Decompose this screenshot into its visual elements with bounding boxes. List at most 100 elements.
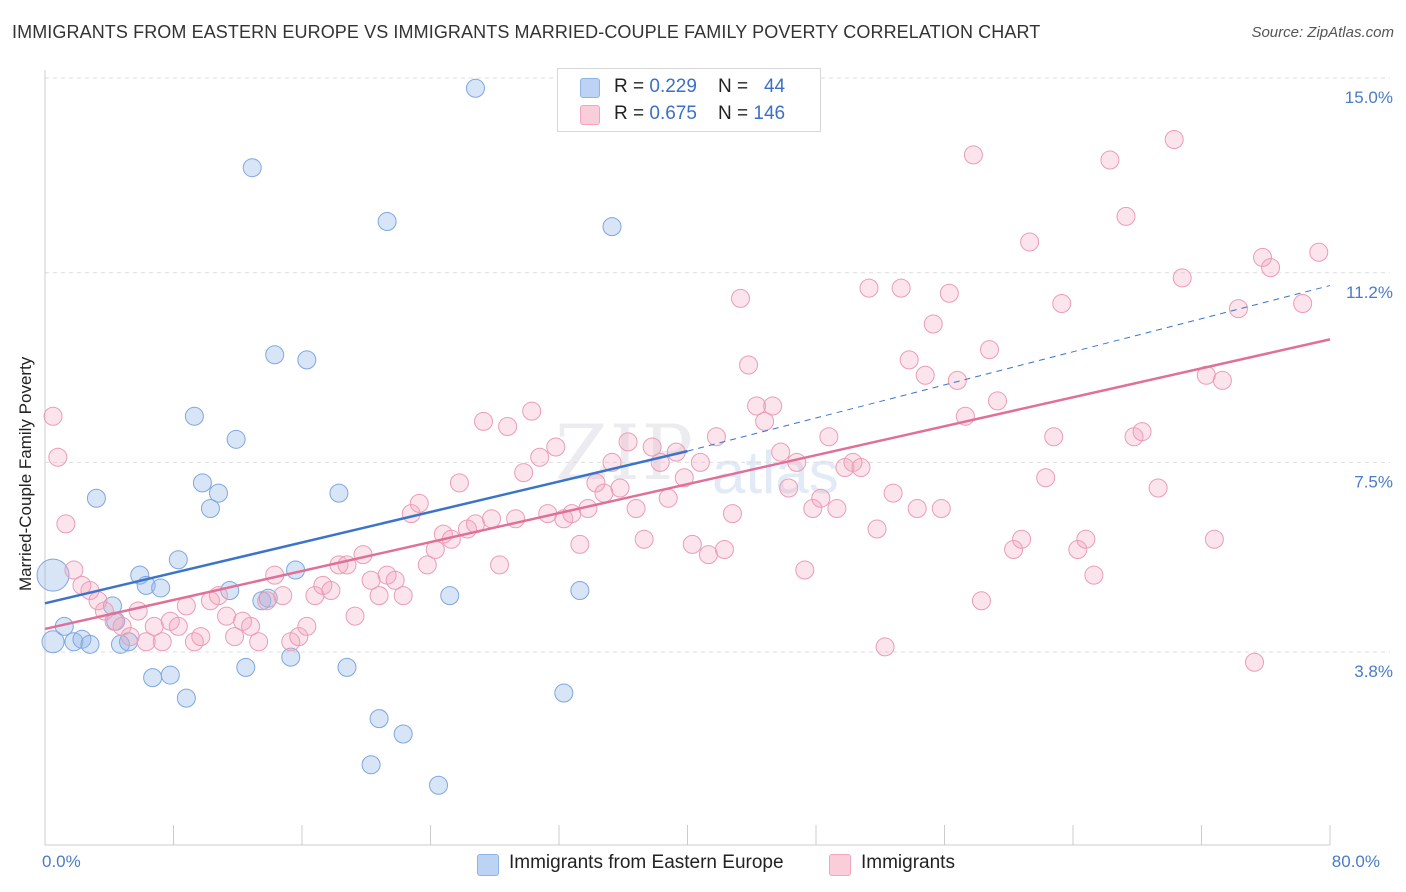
point-immigrants xyxy=(594,483,614,503)
point-immigrants xyxy=(241,616,261,636)
point-immigrants xyxy=(417,555,437,575)
point-immigrants xyxy=(1004,540,1024,559)
point-immigrants xyxy=(257,591,277,611)
point-eastern-europe xyxy=(465,78,485,98)
point-immigrants xyxy=(570,534,590,554)
point-immigrants xyxy=(249,632,269,652)
point-immigrants xyxy=(851,458,871,477)
point-immigrants xyxy=(1309,242,1329,262)
point-immigrants xyxy=(642,437,662,457)
point-immigrants xyxy=(867,519,887,539)
point-immigrants xyxy=(120,627,140,647)
point-immigrants xyxy=(947,370,967,390)
bottom-legend-swatch-blue xyxy=(477,854,499,876)
point-immigrants xyxy=(899,350,919,370)
point-immigrants xyxy=(779,478,799,498)
point-immigrants xyxy=(289,627,309,647)
x-tick-min: 0.0% xyxy=(42,852,81,871)
watermark-atlas: atlas xyxy=(712,439,839,506)
point-eastern-europe xyxy=(208,483,228,503)
legend-n-label: N = xyxy=(718,103,754,124)
point-immigrants xyxy=(706,427,726,447)
trend-eastern-europe-extension xyxy=(687,285,1331,452)
watermark-zip: ZIP xyxy=(555,408,695,497)
legend-r-value: 0.675 xyxy=(649,103,697,124)
point-immigrants xyxy=(819,427,839,447)
x-tick-max: 80.0% xyxy=(1331,852,1380,871)
point-immigrants xyxy=(1172,268,1192,288)
point-eastern-europe xyxy=(361,755,381,775)
point-eastern-europe xyxy=(176,688,196,708)
point-immigrants xyxy=(763,396,783,416)
point-immigrants xyxy=(1245,652,1265,672)
point-eastern-europe xyxy=(184,406,204,426)
point-immigrants xyxy=(859,278,879,298)
point-eastern-europe xyxy=(377,212,397,231)
point-immigrants xyxy=(345,606,365,626)
point-immigrants xyxy=(152,632,172,652)
point-eastern-europe xyxy=(151,578,171,598)
point-eastern-europe xyxy=(297,350,317,370)
bottom-legend-swatch-pink xyxy=(829,854,851,876)
legend-swatch-pink xyxy=(580,105,600,125)
point-immigrants xyxy=(698,545,718,565)
point-immigrants xyxy=(722,504,742,524)
legend-swatch-blue xyxy=(580,78,600,98)
y-axis-label: Married-Couple Family Poverty xyxy=(16,356,35,591)
point-immigrants xyxy=(755,411,775,431)
point-immigrants xyxy=(674,468,694,488)
point-immigrants xyxy=(803,499,823,518)
point-immigrants xyxy=(714,540,734,559)
point-immigrants xyxy=(1253,247,1273,267)
point-immigrants xyxy=(731,288,751,308)
point-immigrants xyxy=(634,529,654,549)
point-immigrants xyxy=(690,452,710,472)
point-immigrants xyxy=(795,560,815,580)
point-immigrants xyxy=(1036,468,1056,488)
point-immigrants xyxy=(1084,565,1104,585)
point-eastern-europe xyxy=(200,499,220,518)
point-immigrants xyxy=(1100,150,1120,170)
legend-r-value: 0.229 xyxy=(649,76,697,97)
point-immigrants xyxy=(979,340,999,360)
point-immigrants xyxy=(449,473,469,493)
y-tick-label: 15.0% xyxy=(1345,88,1393,107)
point-immigrants xyxy=(530,447,550,467)
point-immigrants xyxy=(827,499,847,518)
point-immigrants xyxy=(931,499,951,518)
point-immigrants xyxy=(907,499,927,518)
point-eastern-europe xyxy=(602,217,622,237)
point-immigrants xyxy=(1132,422,1152,442)
point-immigrants xyxy=(225,627,245,647)
point-immigrants xyxy=(112,616,132,636)
point-eastern-europe xyxy=(281,647,301,667)
point-immigrants xyxy=(1212,370,1232,390)
point-eastern-europe xyxy=(64,632,84,652)
point-immigrants xyxy=(658,488,678,508)
point-immigrants xyxy=(369,586,389,606)
point-immigrants xyxy=(1261,258,1281,278)
point-immigrants xyxy=(136,632,156,652)
point-immigrants xyxy=(1044,427,1064,447)
point-immigrants xyxy=(482,509,502,529)
point-immigrants xyxy=(1293,294,1313,313)
point-eastern-europe xyxy=(440,586,460,606)
point-immigrants xyxy=(963,145,983,165)
point-immigrants xyxy=(771,442,791,462)
point-immigrants xyxy=(546,437,566,457)
point-immigrants xyxy=(682,534,702,554)
point-immigrants xyxy=(1020,232,1040,252)
point-immigrants xyxy=(385,570,405,590)
point-immigrants xyxy=(321,581,341,600)
point-immigrants xyxy=(915,365,935,385)
legend-n-value: 146 xyxy=(753,103,786,124)
point-eastern-europe xyxy=(36,558,70,592)
point-eastern-europe xyxy=(168,550,188,570)
point-eastern-europe xyxy=(369,709,389,729)
y-tick-label: 11.2% xyxy=(1346,283,1393,302)
legend-r-label: R = xyxy=(614,103,650,124)
point-immigrants xyxy=(1228,299,1248,319)
point-immigrants xyxy=(787,452,807,472)
point-immigrants xyxy=(490,555,510,575)
point-immigrants xyxy=(191,627,211,647)
